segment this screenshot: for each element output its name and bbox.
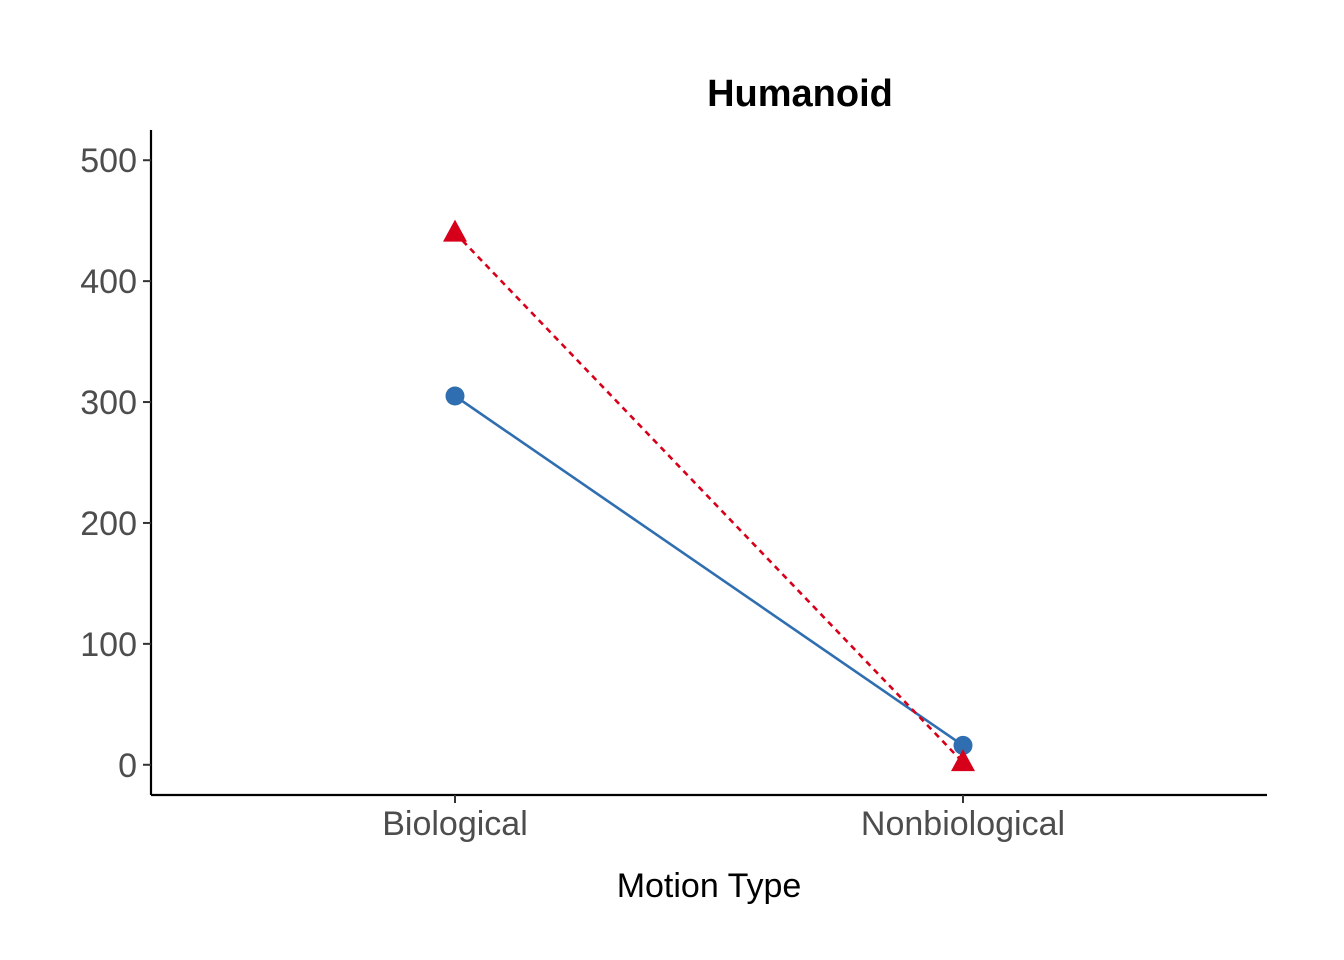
plot-area <box>443 219 975 772</box>
x-axis: Biological Nonbiological <box>151 793 1267 843</box>
series-line <box>454 394 964 747</box>
data-point-triangle <box>951 749 975 772</box>
data-point-triangle <box>443 219 467 242</box>
y-tick-label: 500 <box>80 142 137 180</box>
y-axis: 0 100 200 300 400 500 <box>80 130 153 795</box>
x-tick-label: Nonbiological <box>861 805 1065 843</box>
y-tick-label: 0 <box>118 747 137 785</box>
chart-title: Humanoid <box>707 73 893 115</box>
x-tick-label: Biological <box>382 805 528 843</box>
series-line <box>454 231 964 764</box>
data-point-circle <box>953 735 973 755</box>
y-tick-label: 300 <box>80 384 137 422</box>
data-point-circle <box>445 386 465 406</box>
y-tick-label: 200 <box>80 505 137 543</box>
x-axis-title: Motion Type <box>617 867 802 905</box>
y-tick-label: 100 <box>80 626 137 664</box>
y-tick-label: 400 <box>80 263 137 301</box>
